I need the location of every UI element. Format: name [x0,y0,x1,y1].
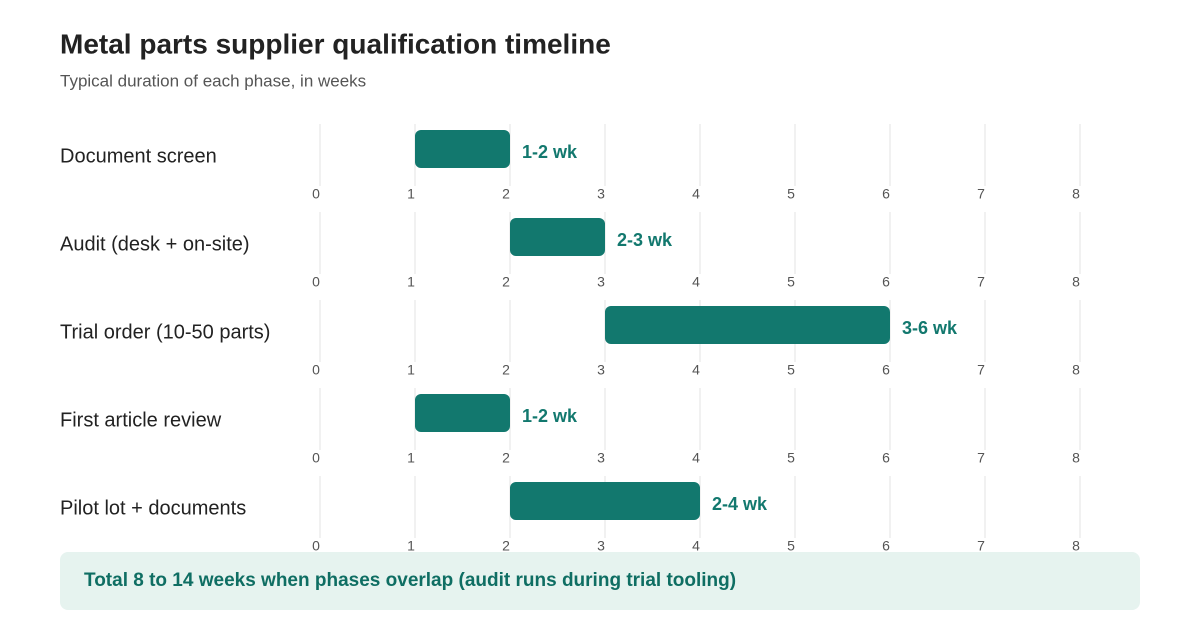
bar [415,130,510,168]
x-tick-label: 3 [597,274,605,290]
x-tick-label: 3 [597,450,605,466]
x-tick-label: 1 [407,274,415,290]
x-tick-label: 1 [407,538,415,554]
x-tick-label: 4 [692,538,700,554]
x-tick-label: 0 [312,274,320,290]
x-tick-label: 8 [1072,450,1080,466]
bar [510,482,700,520]
x-tick-label: 4 [692,186,700,202]
x-tick-label: 1 [407,362,415,378]
x-tick-label: 1 [407,186,415,202]
value-label: 2-3 wk [617,230,673,250]
x-tick-label: 1 [407,450,415,466]
x-tick-label: 0 [312,538,320,554]
x-tick-label: 0 [312,450,320,466]
x-tick-label: 5 [787,450,795,466]
x-tick-label: 5 [787,186,795,202]
x-tick-label: 2 [502,450,510,466]
bar [510,218,605,256]
x-tick-label: 8 [1072,538,1080,554]
bar [605,306,890,344]
x-tick-label: 7 [977,450,985,466]
bar [415,394,510,432]
category-label: Document screen [60,145,217,167]
x-tick-label: 4 [692,450,700,466]
x-tick-label: 6 [882,362,890,378]
x-tick-label: 2 [502,538,510,554]
category-label: Trial order (10-50 parts) [60,321,270,343]
annotation-box [60,552,1140,610]
x-tick-label: 6 [882,538,890,554]
category-label: Pilot lot + documents [60,497,246,519]
x-tick-label: 8 [1072,186,1080,202]
x-tick-label: 5 [787,362,795,378]
x-tick-label: 4 [692,274,700,290]
x-tick-label: 7 [977,538,985,554]
value-label: 1-2 wk [522,406,578,426]
chart-title: Metal parts supplier qualification timel… [60,28,611,59]
value-label: 3-6 wk [902,318,958,338]
annotation: Total 8 to 14 weeks when phases overlap … [84,570,736,591]
x-tick-label: 3 [597,538,605,554]
category-label: Audit (desk + on-site) [60,233,250,255]
x-tick-label: 5 [787,274,795,290]
x-tick-label: 8 [1072,274,1080,290]
x-tick-label: 0 [312,186,320,202]
x-tick-label: 7 [977,274,985,290]
x-tick-label: 7 [977,186,985,202]
value-label: 1-2 wk [522,142,578,162]
x-tick-label: 2 [502,274,510,290]
x-tick-label: 2 [502,362,510,378]
x-tick-label: 0 [312,362,320,378]
x-tick-label: 8 [1072,362,1080,378]
category-label: First article review [60,409,222,431]
x-tick-label: 3 [597,362,605,378]
x-tick-label: 6 [882,186,890,202]
x-tick-label: 6 [882,450,890,466]
chart-subtitle: Typical duration of each phase, in weeks [60,71,366,90]
x-tick-label: 5 [787,538,795,554]
value-label: 2-4 wk [712,494,768,514]
x-tick-label: 7 [977,362,985,378]
x-tick-label: 4 [692,362,700,378]
x-tick-label: 3 [597,186,605,202]
x-tick-label: 2 [502,186,510,202]
x-tick-label: 6 [882,274,890,290]
